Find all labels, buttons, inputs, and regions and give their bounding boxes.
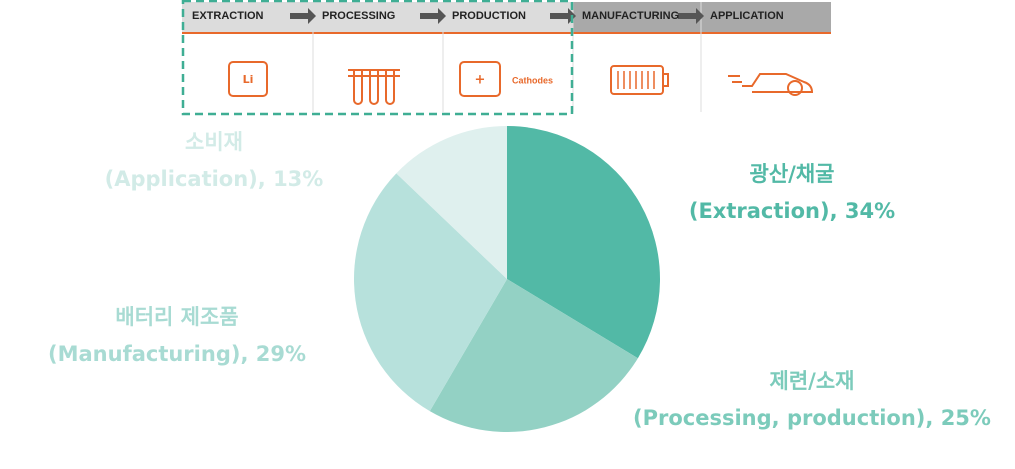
slice-value-label: (Application), 13% [105,167,324,191]
pie-slice [396,125,507,279]
slice-value-label: (Extraction), 34% [689,199,895,223]
slice-value-label: (Processing, production), 25% [633,406,991,430]
slice-name: 배터리 제조품 [115,305,238,329]
header-bar [182,2,573,32]
slice-value-label: (Manufacturing), 29% [48,342,306,366]
li-icon: Li [243,73,254,86]
pie-slice [353,173,507,412]
step: APPLICATION [710,10,784,22]
pie-slice [507,126,660,359]
arrows [290,8,704,24]
pie-slice [429,279,638,432]
slice-name: 광산/채굴 [750,162,835,186]
plus-icon: + [475,73,486,88]
cathodes-label: Cathodes [512,75,553,85]
header-rule [182,32,831,34]
slice-name: 소비재 [185,130,243,154]
icons [228,61,814,105]
step: PRODUCTION [452,10,526,22]
process-diagram: EXTRACTION PROCESSING PRODUCTION MANUFAC… [181,0,831,116]
dashed-frame [181,0,574,116]
step: EXTRACTION [192,10,264,22]
pie-chart: 광산/채굴 (Extraction), 34% 제련/소재 (Processing, … [48,125,991,432]
step: MANUFACTURING [582,10,679,22]
step: PROCESSING [322,10,395,22]
slice-name: 제련/소재 [770,369,855,393]
